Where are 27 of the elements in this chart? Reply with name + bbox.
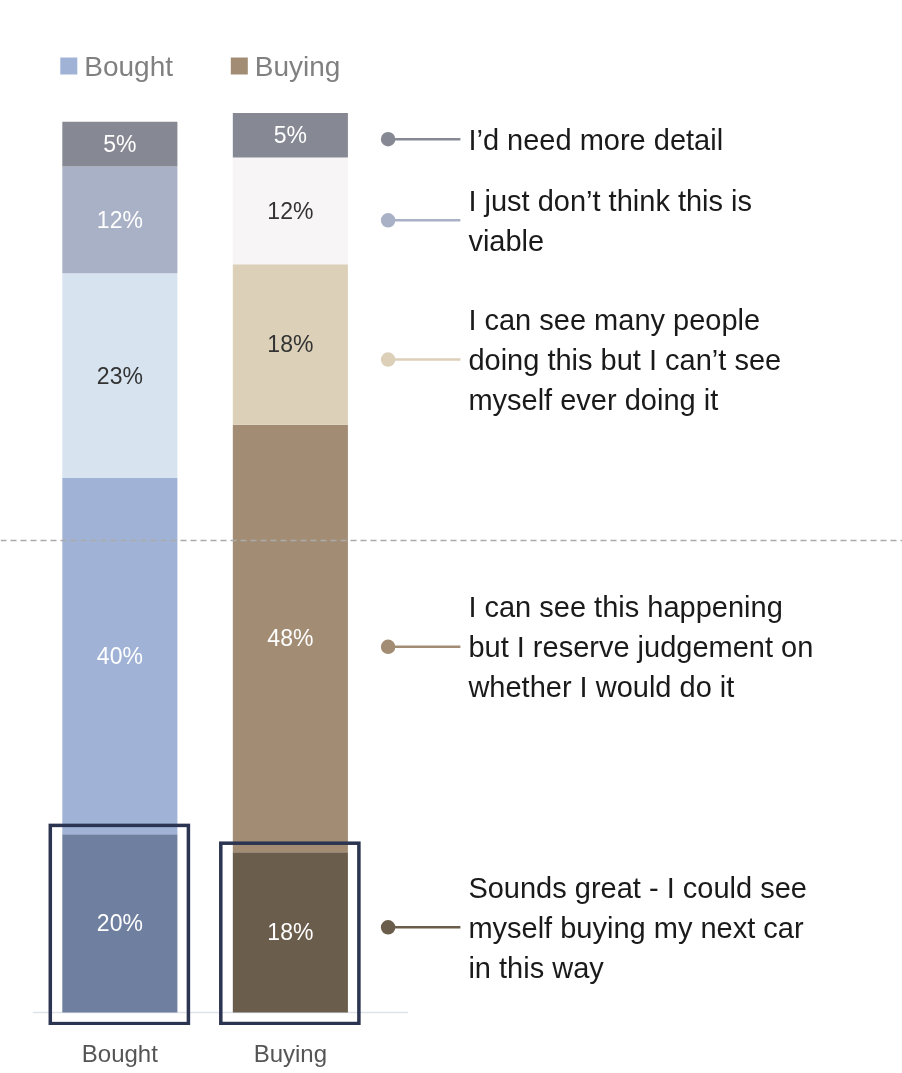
bar bbox=[62, 121, 178, 167]
bar bbox=[62, 834, 178, 1013]
bar bbox=[232, 157, 348, 265]
bar bbox=[232, 112, 348, 158]
legend-label: I’d need more detail bbox=[468, 123, 724, 156]
bar bbox=[232, 424, 348, 853]
data-label: 18% bbox=[267, 331, 314, 358]
category-label: Bought bbox=[84, 50, 174, 82]
data-label: 48% bbox=[267, 625, 314, 652]
bar bbox=[62, 273, 178, 479]
data-label: 12% bbox=[267, 197, 314, 224]
data-label: 5% bbox=[273, 122, 307, 149]
bar bbox=[232, 264, 348, 425]
data-label: 12% bbox=[96, 206, 143, 233]
legend-label: I can see many people doing this but I can’t see myself ever doing it bbox=[468, 304, 782, 417]
legend-label: I just don’t think this is viable bbox=[468, 184, 753, 257]
bar bbox=[62, 166, 178, 274]
bar bbox=[62, 478, 178, 835]
data-label: 40% bbox=[96, 643, 143, 670]
data-label: 20% bbox=[96, 910, 143, 937]
category-label: Buying bbox=[254, 50, 341, 82]
legend-label: I can see this happening but I reserve judgement on whether I would do it bbox=[467, 591, 814, 704]
data-label: 18% bbox=[267, 919, 314, 946]
legend-label: Sounds great - I could see myself buying my next car in this way bbox=[468, 871, 807, 984]
data-label: 5% bbox=[103, 131, 137, 158]
bar bbox=[232, 852, 348, 1013]
data-label: 23% bbox=[96, 362, 143, 389]
